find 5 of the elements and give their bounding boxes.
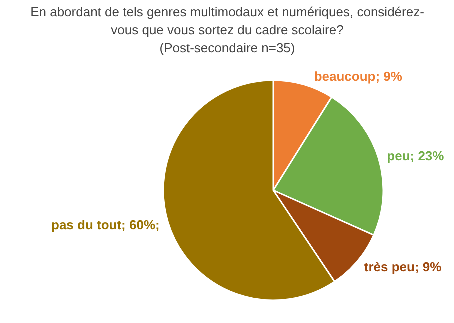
chart-title: En abordant de tels genres multimodaux et numériques, considérez- vous que vous sortez du cadre scolaire? (Post-secondaire n=35) [30,4,424,56]
slice-label: peu; 23% [387,148,445,164]
slice-label: beaucoup; 9% [314,68,403,84]
slice-label: pas du tout; 60%; [52,218,160,233]
slice-label: très peu; 9% [364,260,442,275]
